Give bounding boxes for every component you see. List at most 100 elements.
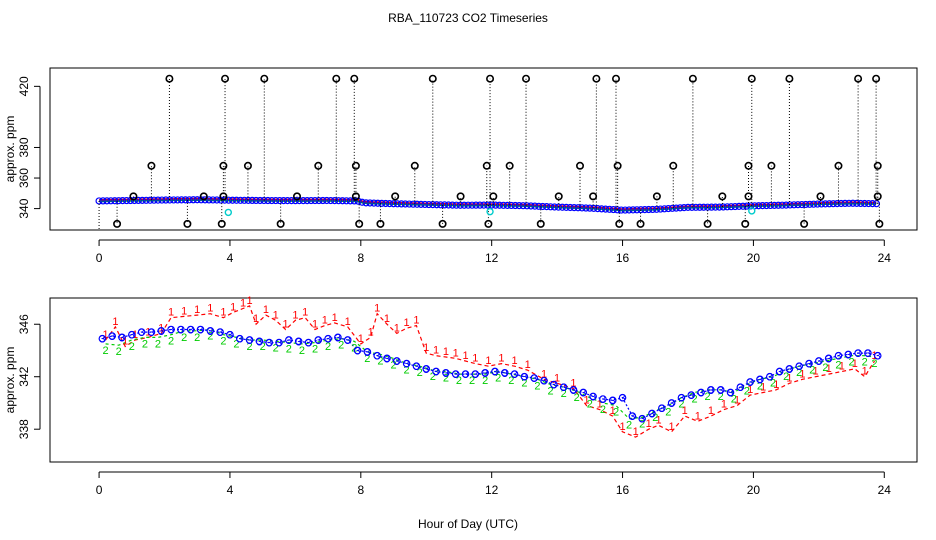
series-3-marker: 3	[669, 398, 675, 410]
series-3-marker: 3	[178, 324, 184, 336]
series-3-point	[849, 199, 857, 207]
y-tick-label: 420	[17, 76, 31, 96]
series-3-point	[531, 202, 539, 210]
series-2-marker: 2	[312, 344, 318, 356]
y-tick-label: 380	[17, 137, 31, 157]
x-tick-label: 8	[357, 483, 364, 497]
outlier-point	[554, 192, 563, 201]
series-3-marker: 3	[207, 326, 213, 338]
series-3-point	[205, 196, 213, 204]
series-3-point	[366, 199, 374, 207]
series-3-point	[687, 391, 696, 399]
series-3-marker: 3	[502, 368, 508, 380]
series-3-marker: 3	[865, 348, 871, 360]
series-3-marker: 3	[688, 390, 694, 402]
series-3-point	[641, 206, 649, 214]
outlier-point	[351, 192, 360, 201]
series-2-marker: 2	[871, 358, 877, 370]
series-3-point	[472, 201, 480, 209]
series-1-marker: 1	[103, 329, 109, 341]
series-3-point	[715, 203, 723, 211]
series-3-point	[853, 199, 861, 207]
outlier-point	[652, 192, 661, 201]
outlier-point	[872, 74, 881, 83]
series-3-marker: 3	[384, 353, 390, 365]
series-2-marker: 2	[299, 345, 305, 357]
series-3-marker: 3	[531, 373, 537, 385]
series-1-marker: 1	[786, 372, 792, 384]
outlier-point	[221, 74, 230, 83]
series-3-marker: 3	[561, 382, 567, 394]
series-3-marker: 3	[619, 393, 625, 405]
outlier-point	[199, 192, 208, 201]
series-3-point	[735, 202, 743, 210]
outlier-point	[428, 74, 437, 83]
series-3-marker: 3	[247, 335, 253, 347]
series-3-point	[638, 414, 646, 423]
outlier-point	[147, 161, 156, 170]
series-3-marker: 3	[139, 327, 145, 339]
series-2-marker: 2	[181, 332, 187, 344]
series-1-marker: 1	[332, 312, 338, 324]
series-1-marker: 1	[273, 309, 279, 321]
series-3-point	[510, 370, 519, 378]
series-2-marker: 2	[103, 345, 109, 357]
series-3-marker: 3	[757, 374, 763, 386]
series-2-marker: 2	[247, 341, 253, 353]
x-tick-label: 4	[227, 251, 234, 265]
outlier-point	[615, 219, 624, 228]
y-axis-label: approx. ppm	[3, 347, 17, 414]
series-3-point	[716, 386, 725, 394]
series-3-point	[294, 337, 303, 346]
series-3-point	[637, 206, 645, 214]
x-tick-label: 0	[96, 251, 103, 265]
series-1-marker: 1	[619, 421, 625, 433]
series-2-marker: 2	[377, 355, 383, 367]
series-3-point	[546, 203, 555, 211]
series-3-point	[107, 197, 115, 205]
series-1-marker: 1	[862, 366, 868, 378]
outlier-point	[688, 74, 697, 83]
series-3-point	[386, 199, 394, 208]
series-2-marker: 2	[168, 336, 174, 348]
series-3-point	[397, 200, 405, 208]
series-3-point	[579, 388, 588, 397]
series-2-marker: 2	[116, 346, 122, 358]
series-3-point	[711, 203, 720, 211]
series-1-marker: 1	[423, 342, 429, 354]
series-1-marker: 1	[799, 368, 805, 380]
series-3-point	[648, 409, 656, 418]
series-3-point	[157, 326, 166, 335]
series-2-marker: 2	[155, 338, 161, 350]
outlier-point	[482, 161, 491, 170]
series-3-point	[461, 370, 470, 378]
series-3-point	[307, 196, 315, 205]
series-2-marker: 2	[561, 388, 567, 400]
series-3-point	[731, 202, 739, 211]
series-3-point	[582, 204, 590, 212]
series-1-marker: 1	[368, 326, 374, 338]
series-3-point	[520, 372, 529, 381]
outlier-point	[376, 219, 385, 228]
outlier-point	[576, 161, 585, 170]
series-3-point	[134, 196, 142, 205]
series-3-marker: 3	[512, 369, 518, 381]
series-3-point	[558, 203, 566, 211]
series-3-point	[785, 365, 794, 373]
series-2-marker: 2	[430, 371, 436, 383]
series-3-point	[338, 197, 347, 205]
series-3-point	[864, 199, 873, 208]
outlier-point	[536, 219, 545, 228]
series-3-point	[173, 196, 182, 204]
series-1-marker: 1	[462, 350, 468, 362]
series-3-point	[170, 196, 178, 204]
outlier-point	[165, 74, 174, 83]
series-3-point	[103, 197, 111, 205]
series-3-point	[660, 205, 669, 213]
series-3-point	[743, 202, 751, 210]
series-3-point	[252, 196, 260, 205]
outlier-point	[873, 192, 882, 201]
series-3-point	[244, 196, 252, 204]
series-3-marker: 3	[305, 338, 311, 350]
series-1-marker: 1	[453, 347, 459, 359]
